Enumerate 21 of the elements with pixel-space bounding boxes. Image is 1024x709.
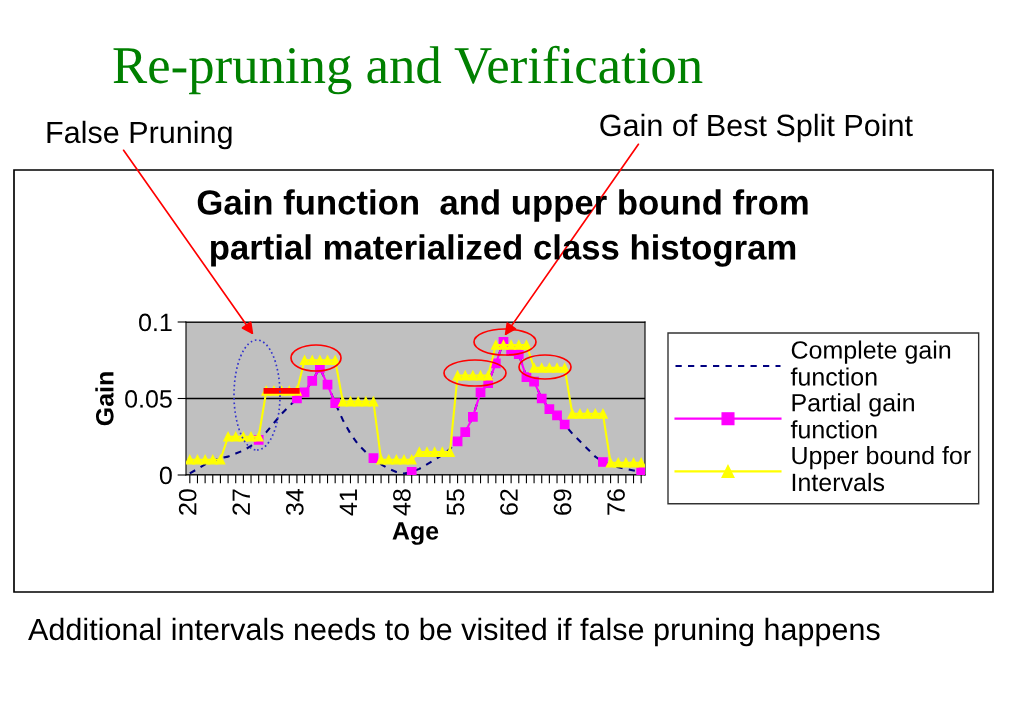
text: Gain of Best Split Point <box>600 113 913 143</box>
legend-label: Complete gain function <box>790 340 951 386</box>
x-tick-label: 62 <box>500 489 518 515</box>
x-tick-label: 69 <box>553 489 572 515</box>
x-tick-label: 34 <box>285 488 304 516</box>
text: False Pruning <box>47 120 232 150</box>
legend-label: Upper bound for Intervals <box>792 445 971 492</box>
y-axis-title: Gain <box>95 372 114 426</box>
x-axis-title: Age <box>392 522 439 545</box>
chart-title: Re-pruning and Verification <box>113 45 703 95</box>
x-tick-label: 27 <box>232 489 250 515</box>
text: Additional intervals needs to be visited if false pruning happens <box>28 617 880 647</box>
x-tick-label: 41 <box>339 489 357 516</box>
x-tick-label: 55 <box>446 489 465 515</box>
x-tick-label: 20 <box>178 489 197 515</box>
y-tick-label: 0 <box>159 466 172 485</box>
y-tick-label: 0.1 <box>139 313 172 332</box>
x-tick-label: 48 <box>393 489 411 516</box>
y-tick-label: 0.05 <box>125 390 172 408</box>
legend-label: Partial gain function <box>790 393 914 439</box>
x-tick-label: 76 <box>607 489 625 515</box>
